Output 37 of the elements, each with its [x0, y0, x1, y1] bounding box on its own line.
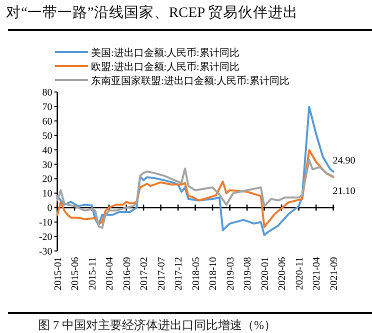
x-tick-label: 2018-10 — [208, 257, 220, 290]
y-tick-label: 40 — [42, 145, 52, 156]
y-tick-label: 50 — [42, 130, 52, 142]
x-tick-label: 2016-09 — [122, 257, 133, 290]
x-tick-label: 2021-09 — [328, 257, 340, 290]
x-tick-label: 2019-03 — [225, 257, 236, 290]
y-tick-label: 30 — [42, 160, 52, 171]
x-tick-label: 2017-07 — [156, 257, 168, 290]
y-tick-label: 0 — [47, 203, 52, 214]
caption: 图 7 中国对主要经济体进出口同比增速（%） — [38, 318, 276, 332]
x-tick-label: 2021-04 — [312, 257, 323, 290]
legend-label: 东南亚国家联盟:进出口金额:人民币:累计同比 — [91, 75, 290, 87]
x-tick-label: 2018-05 — [190, 257, 202, 290]
x-tick-label: 2015-01 — [52, 257, 64, 290]
y-tick-label: -20 — [38, 232, 52, 244]
x-tick-label: 2017-02 — [139, 257, 150, 290]
x-tick-label: 2020-01 — [260, 257, 271, 290]
x-tick-label: 2020-06 — [277, 257, 288, 290]
legend-label: 欧盟:进出口金额:人民币:累计同比 — [91, 61, 240, 73]
annotation: 24.90 — [332, 156, 356, 167]
y-tick-label: 20 — [42, 174, 52, 186]
x-tick-label: 2015-06 — [70, 257, 82, 290]
x-tick-label: 2015-11 — [87, 257, 98, 290]
legend-label: 美国:进出口金额:人民币:累计同比 — [91, 47, 240, 59]
line-series — [56, 106, 334, 236]
x-tick-label: 2019-08 — [242, 257, 254, 290]
y-tick-label: -10 — [38, 218, 52, 229]
y-tick-label: 70 — [42, 102, 52, 113]
x-tick-label: 2016-04 — [104, 257, 116, 290]
x-tick-label: 2020-11 — [294, 257, 306, 290]
chart-title: 对“一带一路”沿线国家、RCEP 贸易伙伴进出 — [6, 4, 298, 21]
annotation: 21.10 — [332, 186, 356, 198]
y-tick-label: 60 — [42, 116, 52, 128]
y-tick-label: 10 — [42, 188, 52, 200]
y-tick-label: -30 — [38, 246, 52, 258]
y-tick-label: 80 — [42, 88, 52, 98]
x-tick-label: 2017-12 — [174, 257, 185, 290]
